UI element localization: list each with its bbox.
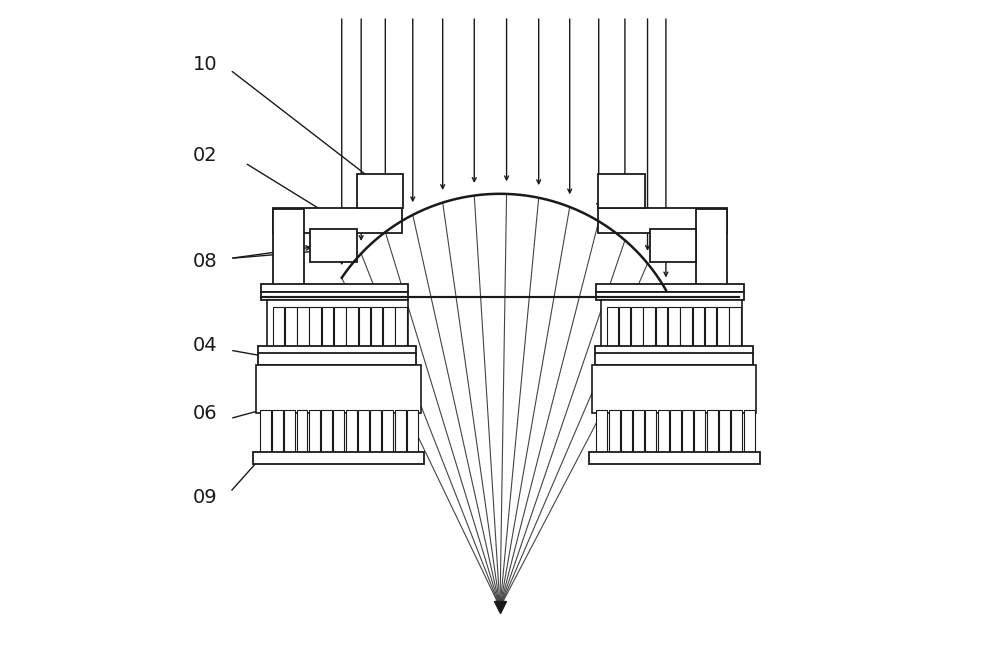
Bar [592,365,756,413]
Bar [729,307,741,346]
Bar [253,452,424,464]
Bar [321,410,332,459]
Bar [333,410,344,459]
Bar [643,307,655,346]
Bar [621,410,632,459]
Bar [273,307,284,346]
Bar [694,410,705,459]
Bar [682,410,693,459]
Bar [256,365,421,413]
Bar [258,346,416,355]
Bar [258,353,416,365]
Bar [273,208,402,233]
Bar [693,307,704,346]
Bar [309,410,320,459]
Bar [707,410,718,459]
Bar [395,307,407,346]
Bar [631,307,643,346]
Bar [598,174,645,208]
Bar [595,353,753,365]
Bar [645,410,656,459]
Bar [650,229,696,262]
Bar [284,410,295,459]
Bar [261,292,408,300]
Bar [719,410,730,459]
Bar [297,307,309,346]
Bar [658,410,669,459]
Bar [668,307,680,346]
Bar [407,410,418,459]
Bar [260,410,271,459]
Bar [589,452,760,464]
Bar [680,307,692,346]
Bar [382,410,393,459]
Bar [273,209,304,287]
Bar [595,346,753,355]
Bar [359,307,370,346]
Bar [601,300,742,349]
Text: 06: 06 [193,404,218,423]
Bar [346,410,357,459]
Bar [272,410,283,459]
Bar [596,292,744,300]
Bar [596,284,744,292]
Bar [309,307,321,346]
Bar [322,307,333,346]
Bar [261,284,408,292]
Bar [607,307,618,346]
Bar [656,307,667,346]
Bar [619,307,630,346]
Text: 04: 04 [193,336,218,355]
Bar [395,410,406,459]
Bar [731,410,742,459]
Bar [609,410,620,459]
Bar [285,307,297,346]
Bar [357,174,403,208]
Bar [696,209,727,287]
Bar [334,307,346,346]
Bar [744,410,755,459]
Bar [383,307,395,346]
Text: 02: 02 [193,145,218,165]
Bar [633,410,644,459]
Bar [267,300,408,349]
Text: 09: 09 [193,488,218,507]
Bar [358,410,369,459]
Text: 08: 08 [193,252,218,271]
Bar [310,229,357,262]
Bar [717,307,729,346]
Bar [371,307,382,346]
Bar [705,307,716,346]
Bar [297,410,307,459]
Bar [346,307,358,346]
Bar [670,410,681,459]
Bar [370,410,381,459]
Text: 10: 10 [193,55,218,74]
Bar [598,208,727,233]
Bar [596,410,607,459]
